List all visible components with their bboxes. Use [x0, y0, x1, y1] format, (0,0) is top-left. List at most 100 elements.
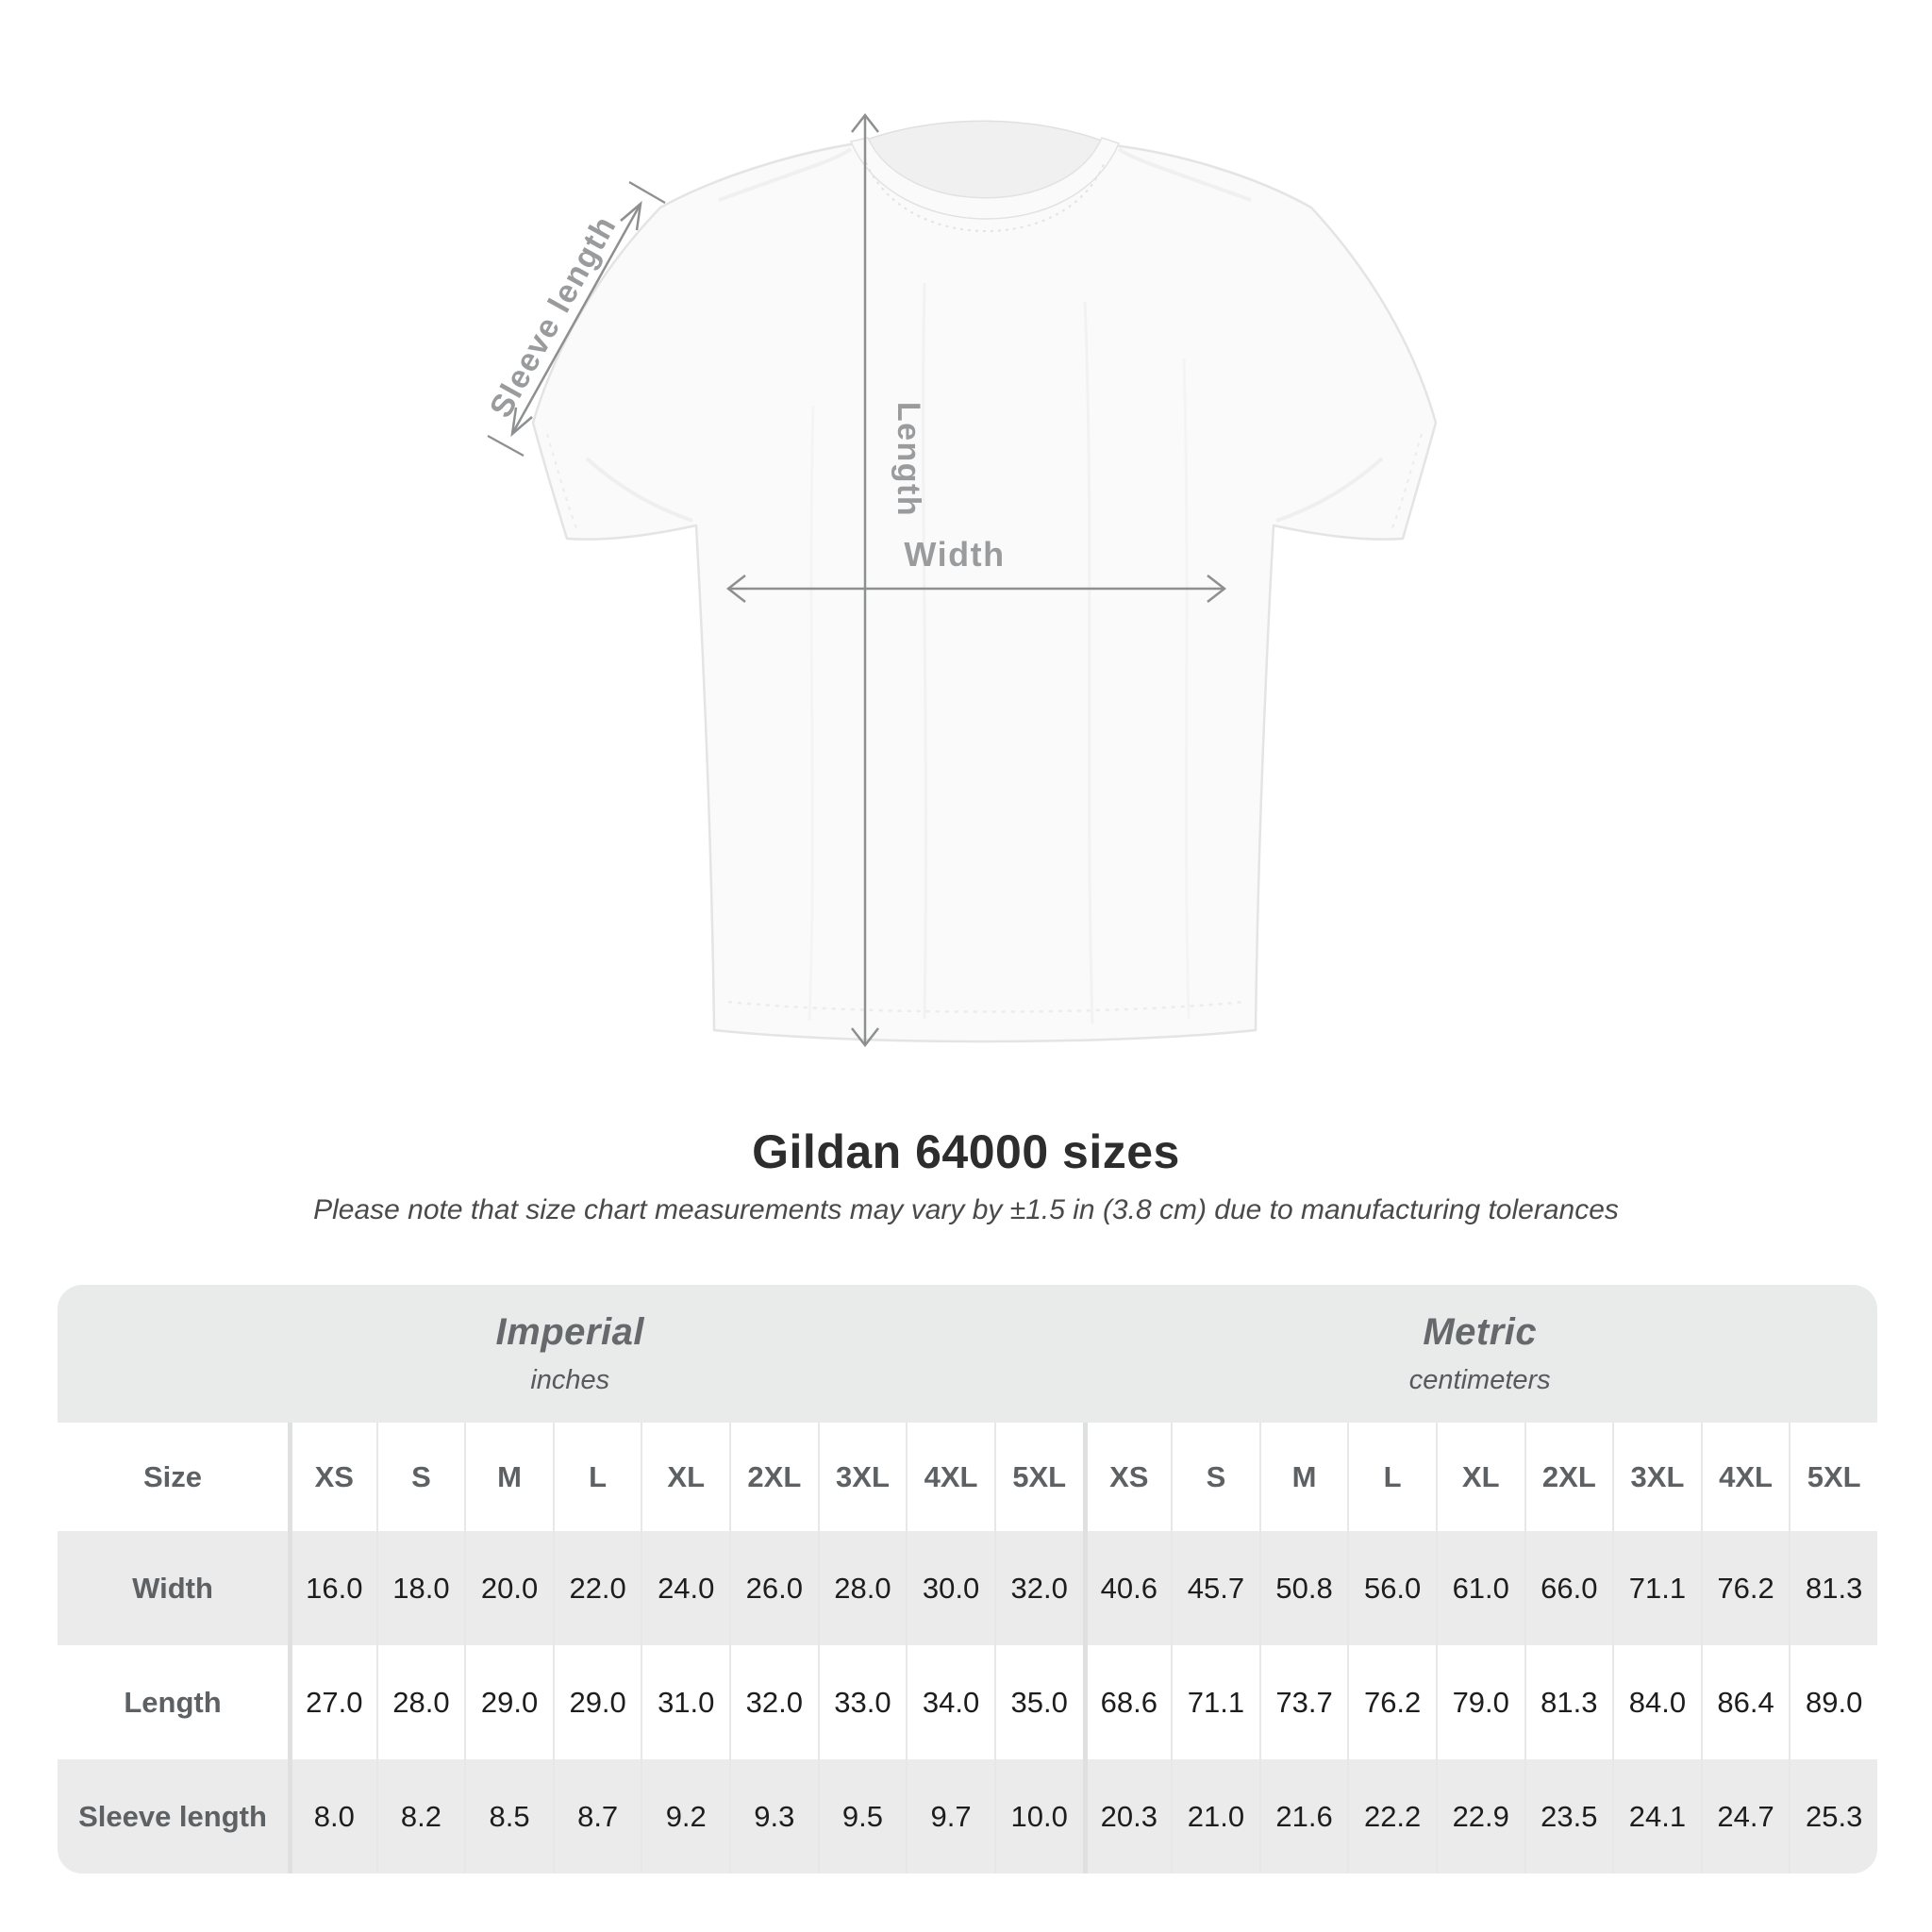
metric-unit: centimeters [1408, 1365, 1551, 1395]
metric-label: Metric [1423, 1311, 1538, 1353]
size-value-cell: 81.3 [1524, 1645, 1613, 1759]
size-value-cell: 45.7 [1171, 1531, 1259, 1645]
size-value-cell: 84.0 [1612, 1645, 1701, 1759]
size-value-cell: 68.6 [1082, 1645, 1172, 1759]
size-col-header: 3XL [1612, 1423, 1701, 1531]
size-value-cell: 30.0 [906, 1531, 994, 1645]
fabric-wrinkles [585, 147, 1384, 1024]
sleeve-length-arrow [487, 181, 666, 457]
row-label: Length [124, 1685, 222, 1719]
size-value-cell: 29.0 [552, 1645, 641, 1759]
size-value-cell: 89.0 [1789, 1645, 1877, 1759]
size-value-cell: 29.0 [464, 1645, 553, 1759]
size-value-cell: 27.0 [288, 1645, 376, 1759]
right-sleeve-stitching [1391, 433, 1423, 531]
size-value-cell: 21.6 [1258, 1759, 1348, 1874]
size-value-cell: 22.2 [1347, 1759, 1436, 1874]
size-value-cell: 18.0 [375, 1531, 465, 1645]
width-label: Width [904, 535, 1005, 574]
measurement-arrows [487, 112, 1227, 1048]
size-value-cell: 76.2 [1700, 1531, 1790, 1645]
collar-stitching [865, 161, 1105, 232]
size-col-header: L [1347, 1423, 1436, 1531]
row-label: Sleeve length [58, 1759, 288, 1874]
size-value-cell: 24.0 [641, 1531, 730, 1645]
size-value-cell: 20.0 [464, 1531, 553, 1645]
size-value-cell: 71.1 [1171, 1645, 1259, 1759]
size-value-cell: 32.0 [729, 1645, 818, 1759]
tshirt-size-diagram: Sleeve length Length Width [483, 112, 1438, 1048]
size-value-cell: 16.0 [288, 1531, 376, 1645]
imperial-label: Imperial [495, 1311, 644, 1353]
size-value-cell: 8.2 [375, 1759, 465, 1874]
size-col-header: 5XL [1789, 1423, 1877, 1531]
size-value-cell: 73.7 [1258, 1645, 1348, 1759]
size-value-cell: 31.0 [641, 1645, 729, 1759]
size-col-header: L [552, 1423, 641, 1531]
width-arrow [725, 575, 1227, 603]
metric-unit-band: Metric centimeters [1082, 1285, 1877, 1423]
size-value-cell: 20.3 [1082, 1759, 1172, 1874]
size-value-cell: 26.0 [729, 1531, 818, 1645]
size-col-header: 3XL [817, 1423, 907, 1531]
size-col-header: 4XL [906, 1423, 994, 1531]
size-value-cell: 34.0 [906, 1645, 994, 1759]
size-value-cell: 56.0 [1347, 1531, 1436, 1645]
size-value-cell: 79.0 [1435, 1645, 1524, 1759]
size-value-cell: 40.6 [1082, 1531, 1172, 1645]
size-value-cell: 50.8 [1258, 1531, 1348, 1645]
length-label: Length [891, 402, 926, 517]
size-value-cell: 28.0 [817, 1531, 907, 1645]
size-value-cell: 86.4 [1700, 1645, 1790, 1759]
size-col-header: M [464, 1423, 553, 1531]
size-value-cell: 81.3 [1789, 1531, 1877, 1645]
tshirt-body [531, 142, 1438, 1043]
size-value-cell: 71.1 [1612, 1531, 1701, 1645]
length-arrow [851, 112, 879, 1048]
size-corner-label: Size [142, 1459, 203, 1493]
size-value-cell: 23.5 [1524, 1759, 1613, 1874]
size-value-cell: 21.0 [1171, 1759, 1259, 1874]
size-table: Imperial inches Metric centimeters Size X… [58, 1285, 1877, 1874]
size-col-header: XS [1082, 1423, 1172, 1531]
size-value-cell: 9.7 [906, 1759, 994, 1874]
size-value-cell: 66.0 [1524, 1531, 1613, 1645]
size-value-cell: 22.0 [552, 1531, 641, 1645]
imperial-unit-band: Imperial inches [58, 1285, 1083, 1423]
collar-band [849, 137, 1121, 220]
size-value-cell: 61.0 [1435, 1531, 1524, 1645]
tolerance-note: Please note that size chart measurements… [313, 1194, 1619, 1225]
size-value-cell: 8.7 [552, 1759, 641, 1874]
size-value-cell: 28.0 [375, 1645, 465, 1759]
size-value-cell: 8.0 [288, 1759, 376, 1874]
size-value-cell: 10.0 [993, 1759, 1083, 1874]
size-value-cell: 33.0 [817, 1645, 907, 1759]
size-value-cell: 8.5 [464, 1759, 553, 1874]
left-sleeve-stitching [546, 433, 578, 531]
size-value-cell: 9.5 [817, 1759, 907, 1874]
size-col-header: 2XL [1524, 1423, 1613, 1531]
hem-stitching [727, 1000, 1244, 1013]
size-value-cell: 25.3 [1789, 1759, 1877, 1874]
size-value-cell: 32.0 [993, 1531, 1083, 1645]
size-col-header: XL [1435, 1423, 1524, 1531]
size-value-cell: 22.9 [1435, 1759, 1524, 1874]
size-col-header: 5XL [993, 1423, 1083, 1531]
page-title: Gildan 64000 sizes [752, 1125, 1180, 1178]
size-col-header: 4XL [1700, 1423, 1790, 1531]
size-value-cell: 24.7 [1700, 1759, 1790, 1874]
size-col-header: XL [641, 1423, 729, 1531]
size-value-cell: 9.2 [641, 1759, 730, 1874]
size-value-cell: 35.0 [993, 1645, 1083, 1759]
size-col-header: S [375, 1423, 465, 1531]
tshirt-illustration [531, 120, 1438, 1043]
size-col-header: XS [288, 1423, 376, 1531]
imperial-unit: inches [530, 1365, 610, 1395]
size-col-header: 2XL [729, 1423, 818, 1531]
row-label: Width [58, 1531, 288, 1645]
size-col-header: M [1258, 1423, 1348, 1531]
size-value-cell: 9.3 [729, 1759, 818, 1874]
size-value-cell: 24.1 [1612, 1759, 1701, 1874]
size-col-header: S [1171, 1423, 1259, 1531]
size-value-cell: 76.2 [1347, 1645, 1436, 1759]
